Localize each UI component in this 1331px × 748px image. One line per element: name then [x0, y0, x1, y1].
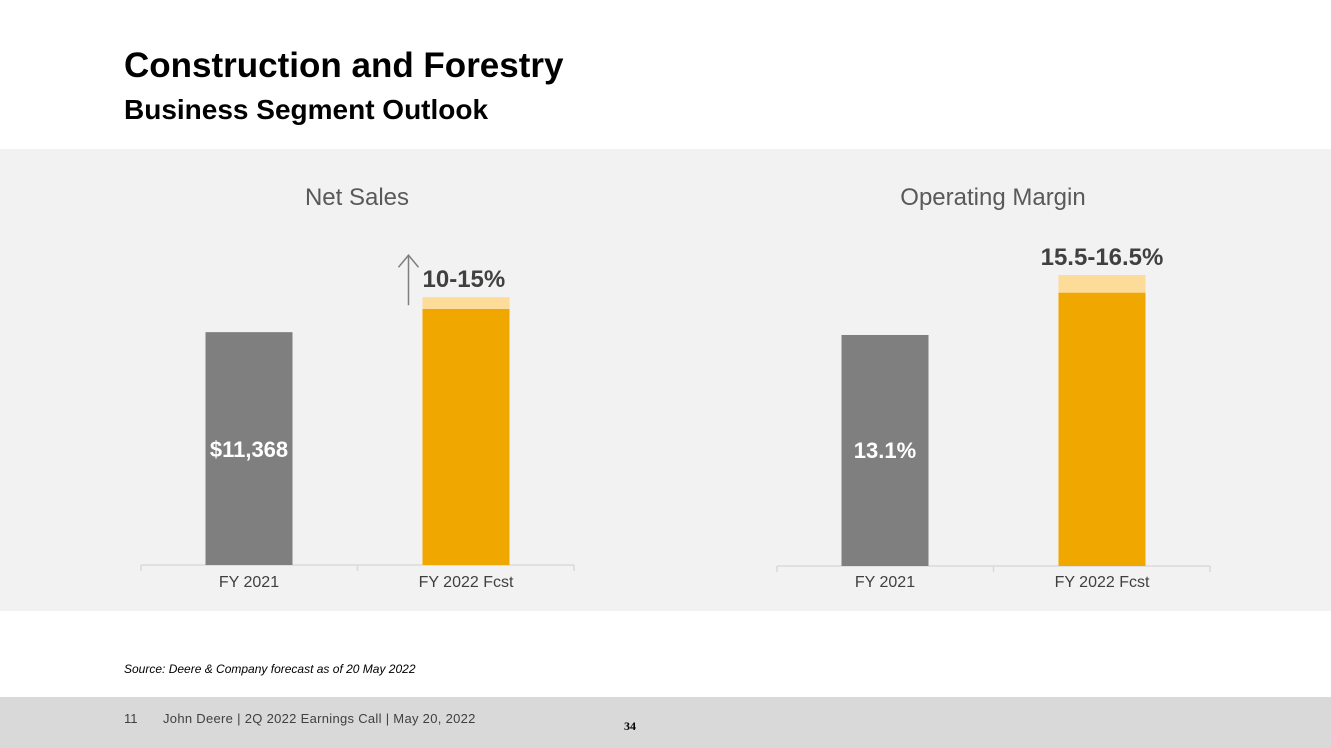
- bar-range-segment: [1058, 275, 1146, 293]
- bar: [841, 334, 929, 566]
- charts-svg: Net Sales $11,368 FY 2021 10-15% FY 2022 Fcs…: [140, 184, 1211, 591]
- page-number: 34: [624, 719, 636, 733]
- bar-value-label: $11,368: [210, 437, 288, 462]
- footer-bar: 11 John Deere | 2Q 2022 Earnings Call | …: [0, 697, 1331, 748]
- bar: [205, 332, 293, 565]
- x-tick-label: FY 2022 Fcst: [419, 574, 514, 591]
- slide-number: 11: [124, 711, 138, 726]
- bar: [1058, 292, 1146, 566]
- bar-value-label: 13.1%: [854, 438, 916, 463]
- x-tick-label: FY 2021: [855, 574, 915, 591]
- bar: [422, 308, 510, 565]
- range-label: 10-15%: [423, 266, 506, 293]
- x-tick-label: FY 2021: [219, 574, 279, 591]
- chart-title: Operating Margin: [900, 184, 1085, 211]
- up-arrow-head-icon: [397, 254, 420, 268]
- footer-text: John Deere | 2Q 2022 Earnings Call | May…: [163, 711, 476, 726]
- source-note: Source: Deere & Company forecast as of 2…: [124, 662, 416, 676]
- x-tick-label: FY 2022 Fcst: [1055, 574, 1150, 591]
- range-label: 15.5-16.5%: [1041, 244, 1164, 271]
- page-title: Construction and Forestry: [124, 46, 564, 85]
- chart-title: Net Sales: [305, 184, 409, 211]
- chart-panel: Net Sales $11,368 FY 2021 10-15% FY 2022 Fcs…: [0, 149, 1331, 611]
- bar-range-segment: [422, 297, 510, 309]
- page-subtitle: Business Segment Outlook: [124, 94, 489, 125]
